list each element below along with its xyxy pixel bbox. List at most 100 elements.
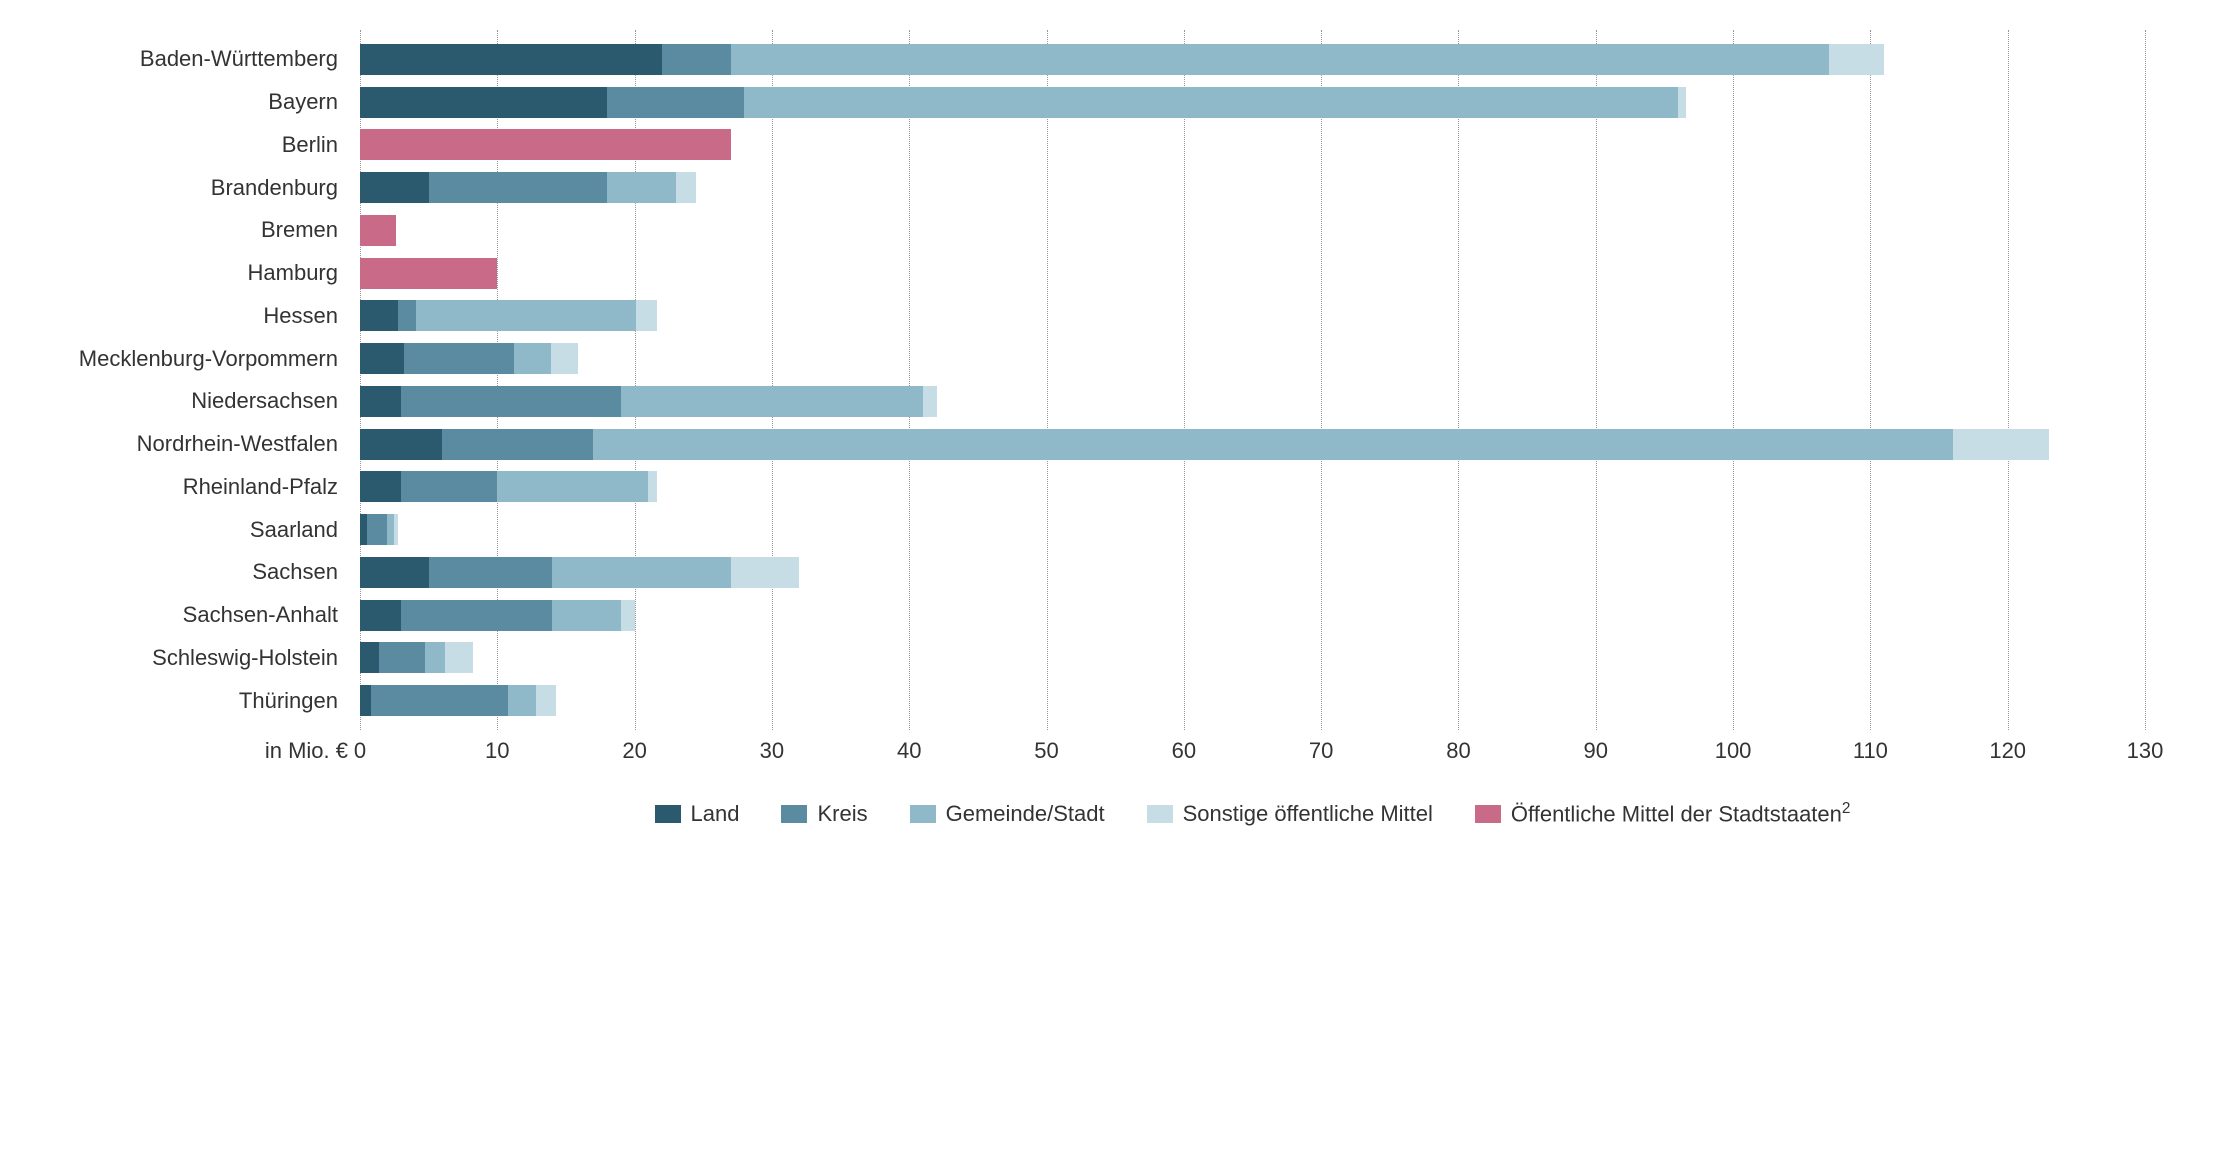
- category-label: Niedersachsen: [40, 388, 350, 414]
- x-tick-label: 50: [1034, 738, 1058, 764]
- legend-item-gemeinde: Gemeinde/Stadt: [910, 800, 1105, 827]
- bar-segment-kreis: [379, 642, 424, 673]
- bar-segment-gemeinde: [731, 44, 1829, 75]
- bar-segment-kreis: [398, 300, 416, 331]
- category-label: Nordrhein-Westfalen: [40, 431, 350, 457]
- x-tick-label: 10: [485, 738, 509, 764]
- category-label: Thüringen: [40, 688, 350, 714]
- table-row: Berlin: [360, 124, 2145, 167]
- bar-segment-gemeinde: [387, 514, 394, 545]
- table-row: Bremen: [360, 209, 2145, 252]
- x-tick-label: 70: [1309, 738, 1333, 764]
- bar-segment-gemeinde: [621, 386, 923, 417]
- bar-segment-sonstige: [551, 343, 578, 374]
- bars-container: Baden-WürttembergBayernBerlinBrandenburg…: [360, 30, 2145, 730]
- bar-segment-gemeinde: [552, 600, 621, 631]
- bar-segment-gemeinde: [744, 87, 1678, 118]
- x-tick-label: 80: [1446, 738, 1470, 764]
- category-label: Sachsen: [40, 559, 350, 585]
- legend: LandKreisGemeinde/StadtSonstige öffentli…: [360, 800, 2145, 827]
- stacked-bar: [360, 514, 2145, 545]
- bar-segment-stadtstaat: [360, 258, 497, 289]
- legend-swatch: [781, 805, 807, 823]
- category-label: Rheinland-Pfalz: [40, 474, 350, 500]
- bar-segment-land: [360, 87, 607, 118]
- bar-segment-land: [360, 429, 442, 460]
- bar-segment-gemeinde: [416, 300, 636, 331]
- category-label: Bremen: [40, 217, 350, 243]
- x-tick-label: 60: [1172, 738, 1196, 764]
- stacked-bar: [360, 215, 2145, 246]
- bar-segment-land: [360, 642, 379, 673]
- table-row: Rheinland-Pfalz: [360, 466, 2145, 509]
- bar-segment-land: [360, 300, 398, 331]
- stacked-bar: [360, 343, 2145, 374]
- x-tick-label: 110: [1853, 738, 1888, 764]
- stacked-bar: [360, 471, 2145, 502]
- bar-segment-kreis: [607, 87, 744, 118]
- table-row: Sachsen-Anhalt: [360, 594, 2145, 637]
- x-tick-label: 90: [1584, 738, 1608, 764]
- bar-segment-kreis: [401, 386, 621, 417]
- bar-segment-land: [360, 557, 429, 588]
- bar-segment-land: [360, 44, 662, 75]
- bar-segment-sonstige: [636, 300, 657, 331]
- x-tick-label: 30: [760, 738, 784, 764]
- bar-segment-land: [360, 685, 371, 716]
- category-label: Baden-Württemberg: [40, 46, 350, 72]
- bar-segment-land: [360, 600, 401, 631]
- stacked-bar: [360, 172, 2145, 203]
- legend-swatch: [1475, 805, 1501, 823]
- x-tick-label: 130: [2127, 738, 2164, 764]
- x-tick-label: 20: [622, 738, 646, 764]
- table-row: Hamburg: [360, 252, 2145, 295]
- table-row: Hessen: [360, 295, 2145, 338]
- x-tick-label: 100: [1715, 738, 1752, 764]
- bar-segment-sonstige: [923, 386, 937, 417]
- bar-segment-gemeinde: [607, 172, 676, 203]
- stacked-bar: [360, 685, 2145, 716]
- bar-segment-gemeinde: [552, 557, 731, 588]
- stacked-bar: [360, 642, 2145, 673]
- stacked-bar: [360, 600, 2145, 631]
- table-row: Saarland: [360, 508, 2145, 551]
- table-row: Niedersachsen: [360, 380, 2145, 423]
- bar-segment-sonstige: [676, 172, 697, 203]
- bar-segment-sonstige: [621, 600, 635, 631]
- legend-label: Öffentliche Mittel der Stadtstaaten2: [1511, 800, 1851, 827]
- bar-segment-land: [360, 514, 367, 545]
- stacked-bar: [360, 87, 2145, 118]
- stacked-bar: [360, 44, 2145, 75]
- x-axis-title: in Mio. €: [38, 738, 348, 764]
- bar-segment-kreis: [371, 685, 508, 716]
- bar-segment-stadtstaat: [360, 129, 731, 160]
- x-tick-label: 40: [897, 738, 921, 764]
- legend-swatch: [1147, 805, 1173, 823]
- bar-segment-gemeinde: [593, 429, 1952, 460]
- x-tick-label: 120: [1989, 738, 2026, 764]
- bar-segment-land: [360, 172, 429, 203]
- category-label: Mecklenburg-Vorpommern: [40, 346, 350, 372]
- legend-item-sonstige: Sonstige öffentliche Mittel: [1147, 800, 1433, 827]
- bar-segment-sonstige: [394, 514, 398, 545]
- bar-segment-kreis: [662, 44, 731, 75]
- category-label: Hessen: [40, 303, 350, 329]
- category-label: Sachsen-Anhalt: [40, 602, 350, 628]
- bar-segment-sonstige: [445, 642, 472, 673]
- stacked-bar: [360, 386, 2145, 417]
- bar-segment-kreis: [401, 471, 497, 502]
- stacked-bar: [360, 129, 2145, 160]
- bar-segment-kreis: [429, 557, 553, 588]
- bar-segment-kreis: [367, 514, 388, 545]
- bar-segment-kreis: [429, 172, 608, 203]
- category-label: Saarland: [40, 517, 350, 543]
- legend-label: Land: [691, 801, 740, 827]
- table-row: Brandenburg: [360, 166, 2145, 209]
- stacked-bar: [360, 557, 2145, 588]
- bar-segment-kreis: [404, 343, 514, 374]
- bar-segment-kreis: [401, 600, 552, 631]
- stacked-bar: [360, 300, 2145, 331]
- stacked-bar: [360, 258, 2145, 289]
- category-label: Bayern: [40, 89, 350, 115]
- category-label: Brandenburg: [40, 175, 350, 201]
